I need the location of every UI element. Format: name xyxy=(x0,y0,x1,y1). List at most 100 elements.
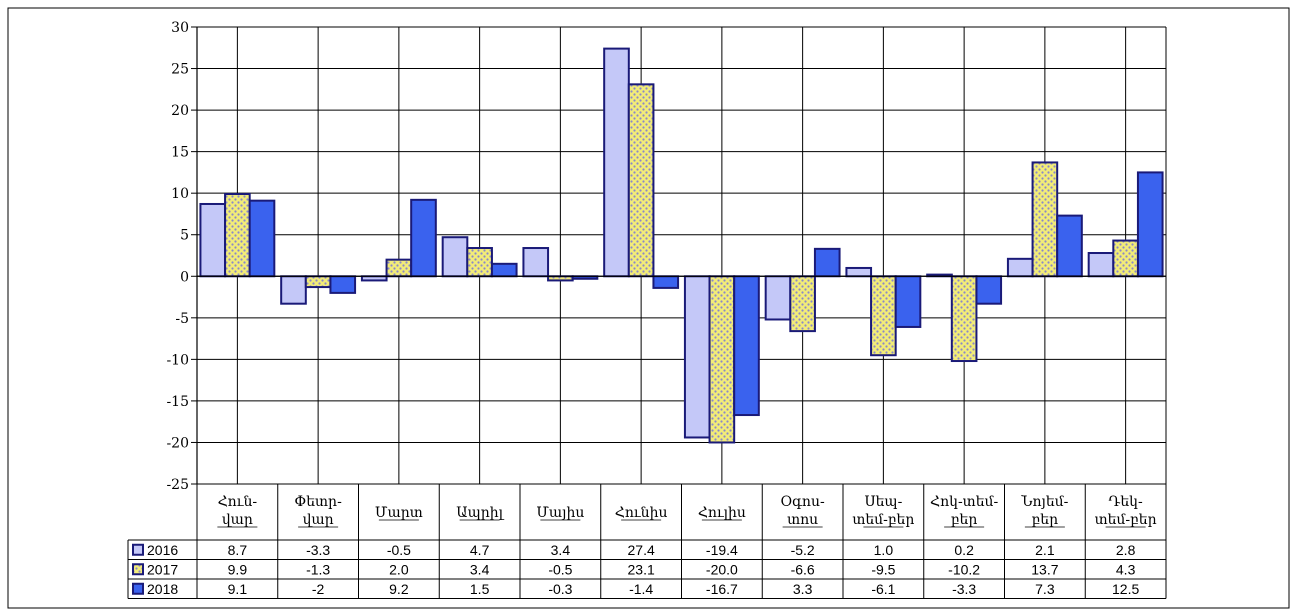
category-label: տեմ-բեր xyxy=(1095,512,1157,528)
bar-2016 xyxy=(443,237,468,276)
category-label: Դեկ- xyxy=(1109,494,1143,510)
category-label: Նոյեմ- xyxy=(1020,494,1068,510)
series-name: 2017 xyxy=(147,561,178,577)
bar-2016 xyxy=(685,276,710,437)
bar-2018 xyxy=(1138,172,1163,276)
bar-2017 xyxy=(1113,241,1138,277)
data-label: 2.0 xyxy=(389,561,409,577)
data-label: 7.3 xyxy=(1035,581,1055,597)
y-tick-label: 20 xyxy=(171,103,189,119)
category-label: Մարտ xyxy=(375,505,423,521)
category-label: վար xyxy=(303,512,334,528)
data-label: -10.2 xyxy=(948,561,980,577)
bar-2016 xyxy=(281,276,306,303)
bar-2016 xyxy=(1089,253,1114,276)
data-label: 2.8 xyxy=(1116,542,1136,558)
y-tick-label: 0 xyxy=(180,269,189,285)
data-label: -0.5 xyxy=(548,561,572,577)
data-label: -0.5 xyxy=(387,542,411,558)
category-label: Օգոս- xyxy=(780,494,825,510)
data-label: -5.2 xyxy=(791,542,815,558)
bar-2016 xyxy=(846,268,871,276)
bar-2016 xyxy=(766,276,791,319)
legend-key-2017 xyxy=(133,564,143,574)
legend-key-2018 xyxy=(133,584,143,594)
bar-2017 xyxy=(306,276,331,287)
series-name: 2018 xyxy=(147,581,178,597)
category-label: Ապրիլ xyxy=(456,505,504,521)
data-label: 0.2 xyxy=(954,542,974,558)
bar-2018 xyxy=(411,200,436,276)
bar-2016 xyxy=(362,276,387,280)
y-tick-label: 5 xyxy=(180,228,189,244)
bar-2018 xyxy=(653,276,678,288)
data-label: 3.3 xyxy=(793,581,813,597)
data-label: 12.5 xyxy=(1112,581,1139,597)
data-label: -16.7 xyxy=(706,581,738,597)
data-label: -20.0 xyxy=(706,561,738,577)
bar-2018 xyxy=(815,249,840,276)
category-label: տոս xyxy=(787,512,818,528)
bar-2016 xyxy=(200,204,225,276)
data-label: 3.4 xyxy=(551,542,571,558)
bar-2017 xyxy=(387,260,412,277)
legend-key-2016 xyxy=(133,545,143,555)
data-label: 8.7 xyxy=(228,542,248,558)
data-label: 23.1 xyxy=(628,561,655,577)
bar-2016 xyxy=(1008,259,1033,276)
y-tick-label: -10 xyxy=(166,352,189,368)
y-tick-label: 10 xyxy=(171,186,189,202)
y-tick-label: -25 xyxy=(166,477,189,493)
data-label: 13.7 xyxy=(1031,561,1058,577)
bar-2017 xyxy=(1033,162,1058,276)
category-label: Հոկ-տեմ- xyxy=(930,494,998,510)
data-label: 1.5 xyxy=(470,581,490,597)
category-label: տեմ-բեր xyxy=(852,512,914,528)
y-tick-label: -20 xyxy=(166,435,189,451)
bar-2017 xyxy=(467,248,492,276)
bar-2017 xyxy=(629,84,654,276)
category-label: Մայիս xyxy=(536,505,584,521)
y-tick-label: -15 xyxy=(166,394,189,410)
data-label: -3.3 xyxy=(952,581,976,597)
data-label: -1.3 xyxy=(306,561,330,577)
bar-2018 xyxy=(492,264,517,276)
bar-2017 xyxy=(548,276,573,280)
bar-2017 xyxy=(871,276,896,355)
category-label: Հուն- xyxy=(218,494,258,510)
bar-2018 xyxy=(734,276,759,415)
data-label: -6.1 xyxy=(871,581,895,597)
y-tick-label: 30 xyxy=(171,20,189,36)
bar-2018 xyxy=(1057,216,1082,277)
bar-2017 xyxy=(710,276,735,442)
series-name: 2016 xyxy=(147,542,178,558)
data-label: -6.6 xyxy=(791,561,815,577)
data-label: 3.4 xyxy=(470,561,490,577)
category-label: Սեպ- xyxy=(864,494,902,510)
bar-2017 xyxy=(952,276,977,361)
category-label: Հունիս xyxy=(615,505,668,521)
data-label: -9.5 xyxy=(871,561,895,577)
bar-2016 xyxy=(523,248,548,276)
data-label: -1.4 xyxy=(629,581,653,597)
data-label: -19.4 xyxy=(706,542,738,558)
bar-2017 xyxy=(225,194,250,276)
category-label: Հուլիս xyxy=(698,505,746,521)
data-label: -3.3 xyxy=(306,542,330,558)
category-label: Փետր- xyxy=(294,494,342,510)
bar-2018 xyxy=(976,276,1001,303)
data-label: 9.2 xyxy=(389,581,409,597)
y-tick-label: 25 xyxy=(171,62,189,78)
category-label: բեր xyxy=(1032,512,1058,528)
data-label: 9.9 xyxy=(228,561,248,577)
y-tick-label: 15 xyxy=(171,145,189,161)
data-label: 1.0 xyxy=(874,542,894,558)
bar-2018 xyxy=(896,276,921,327)
data-label: -0.3 xyxy=(548,581,572,597)
data-label: 4.3 xyxy=(1116,561,1136,577)
bar-2017 xyxy=(790,276,815,331)
data-label: 2.1 xyxy=(1035,542,1055,558)
bar-2016 xyxy=(604,49,629,277)
y-tick-label: -5 xyxy=(175,311,189,327)
